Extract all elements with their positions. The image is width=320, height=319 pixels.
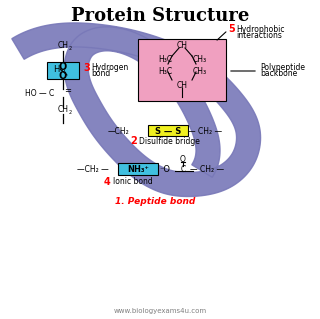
Text: 2: 2 xyxy=(130,136,137,146)
Text: Ionic bond: Ionic bond xyxy=(113,177,153,187)
Text: O: O xyxy=(180,154,186,164)
Text: 1. Peptide bond: 1. Peptide bond xyxy=(115,197,195,205)
Text: backbone: backbone xyxy=(260,69,297,78)
Text: ···: ··· xyxy=(60,68,66,74)
Text: www.biologyexams4u.com: www.biologyexams4u.com xyxy=(113,308,207,314)
Text: H₃C: H₃C xyxy=(158,56,172,64)
Text: CH: CH xyxy=(58,41,68,50)
Text: 4: 4 xyxy=(104,177,111,187)
Text: H₃C: H₃C xyxy=(158,68,172,77)
Text: S — S: S — S xyxy=(155,127,181,136)
Text: 2: 2 xyxy=(68,47,72,51)
Text: CH₃: CH₃ xyxy=(193,56,207,64)
Text: =: = xyxy=(65,86,71,95)
Text: O: O xyxy=(59,62,67,72)
Text: — CH₂ —: — CH₂ — xyxy=(190,165,224,174)
Text: O: O xyxy=(59,71,67,81)
Text: Hydrogen: Hydrogen xyxy=(91,63,128,72)
Text: —CH₂ —: —CH₂ — xyxy=(77,165,109,174)
Text: Polypeptide: Polypeptide xyxy=(260,63,305,71)
Text: ⁻O: ⁻O xyxy=(159,165,171,174)
Text: —CH₂: —CH₂ xyxy=(107,127,129,136)
Bar xyxy=(47,62,79,79)
Text: Disulfide bridge: Disulfide bridge xyxy=(139,137,200,145)
Text: bond: bond xyxy=(91,70,110,78)
Bar xyxy=(138,39,226,101)
Text: CH: CH xyxy=(177,80,188,90)
Text: 2: 2 xyxy=(68,110,72,115)
Text: Hydrophobic: Hydrophobic xyxy=(236,25,284,33)
Text: CH₃: CH₃ xyxy=(193,68,207,77)
Text: H: H xyxy=(53,65,59,75)
Text: 5: 5 xyxy=(228,24,235,34)
Text: HO — C: HO — C xyxy=(25,88,55,98)
Text: interactions: interactions xyxy=(236,31,282,40)
Text: — CH₂ —: — CH₂ — xyxy=(188,127,222,136)
Text: NH₃⁺: NH₃⁺ xyxy=(127,165,149,174)
Text: Protein Structure: Protein Structure xyxy=(71,7,249,25)
Text: CH: CH xyxy=(177,41,188,49)
Text: 3: 3 xyxy=(83,63,90,73)
Bar xyxy=(118,163,158,175)
Polygon shape xyxy=(12,23,260,197)
Bar xyxy=(148,125,188,136)
Text: C: C xyxy=(180,165,186,174)
Text: CH: CH xyxy=(58,106,68,115)
